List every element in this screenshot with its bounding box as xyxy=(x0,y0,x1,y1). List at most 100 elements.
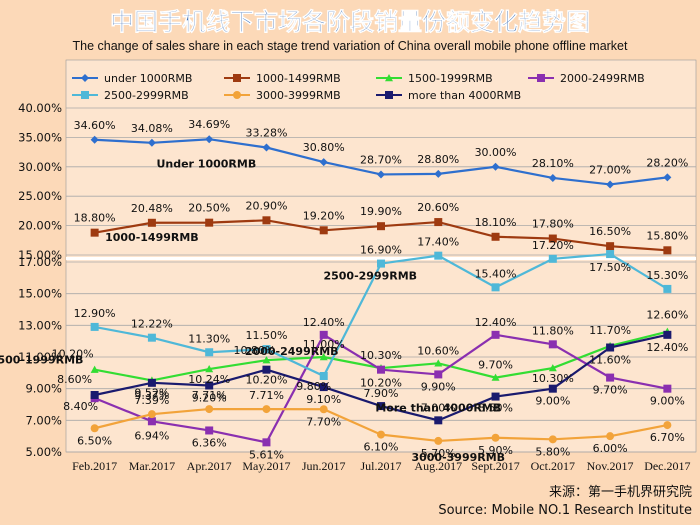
data-label: 18.80% xyxy=(74,212,116,225)
data-point xyxy=(377,170,385,179)
data-label: 10.20% xyxy=(245,374,287,387)
data-label: 16.50% xyxy=(589,225,631,238)
data-label: 10.20% xyxy=(360,377,402,390)
data-point xyxy=(606,373,615,382)
data-point xyxy=(548,384,557,393)
data-label: 9.20% xyxy=(192,392,227,405)
legend-marker xyxy=(81,91,89,99)
data-label: 12.40% xyxy=(646,341,688,354)
y-tick-label: 30.00% xyxy=(18,160,62,174)
data-label: 9.90% xyxy=(421,380,456,393)
data-point xyxy=(262,438,271,447)
data-point xyxy=(491,162,500,171)
data-label: 10.60% xyxy=(417,344,459,357)
data-point xyxy=(434,416,443,425)
data-label: 8.50% xyxy=(478,402,513,415)
data-point xyxy=(90,365,99,373)
data-point xyxy=(319,383,328,392)
data-point xyxy=(205,218,214,227)
data-label: 30.00% xyxy=(475,146,517,159)
data-label: 5.90% xyxy=(478,444,513,457)
data-label: 9.70% xyxy=(478,359,513,372)
data-point xyxy=(147,138,156,147)
axes: 15.00% 20.00% 25.00% 30.00% 35.00% 40.00% 5.00… xyxy=(18,101,690,473)
legend: under 1000RMB 1000-1499RMB 1500-1999RMB 200… xyxy=(72,72,645,102)
data-label: 34.60% xyxy=(74,119,116,132)
data-label: 11.00% xyxy=(303,338,345,351)
data-label: 28.80% xyxy=(417,153,459,166)
data-label: 34.08% xyxy=(131,122,173,135)
series-2500-2999rmb xyxy=(90,250,672,380)
legend-marker xyxy=(385,74,393,82)
data-point xyxy=(205,365,214,373)
data-point xyxy=(205,381,214,390)
series-name-label: 1000-1499RMB xyxy=(105,231,199,244)
series-name-label: More than 4000RMB xyxy=(375,401,501,414)
data-label: 17.20% xyxy=(532,239,574,252)
data-point xyxy=(319,353,328,361)
data-label: 6.70% xyxy=(650,431,685,444)
data-point xyxy=(491,392,500,401)
legend-item: 2500-2999RMB xyxy=(72,89,189,102)
series-name-label: 2500-2999RMB xyxy=(323,270,417,283)
chart-subtitle: The change of sales share in each stage … xyxy=(73,39,628,53)
y-tick-label: 40.00% xyxy=(18,101,62,115)
data-point xyxy=(262,216,271,225)
data-point xyxy=(319,330,328,339)
data-point xyxy=(606,250,615,259)
data-point xyxy=(319,158,328,167)
data-label: 9.00% xyxy=(650,395,685,408)
data-label: 6.94% xyxy=(134,429,169,442)
data-point xyxy=(548,234,557,243)
series-name-label: 2000-2499RMB xyxy=(245,345,339,358)
y-tick-label: 20.00% xyxy=(18,219,62,233)
data-point xyxy=(147,410,156,419)
data-label: 7.90% xyxy=(364,387,399,400)
data-point xyxy=(377,222,385,231)
data-point xyxy=(434,370,443,379)
x-tick-label: Jul.2017 xyxy=(360,459,401,473)
data-point xyxy=(377,430,385,439)
data-label: 16.90% xyxy=(360,244,402,257)
data-label: 17.40% xyxy=(417,236,459,249)
y-tick-label: 7.00% xyxy=(25,413,62,427)
series-1000-1499rmb xyxy=(90,216,672,255)
data-label: 17.50% xyxy=(589,261,631,274)
series-3000-3999rmb xyxy=(90,405,672,445)
data-point xyxy=(205,426,214,435)
data-label: 20.90% xyxy=(245,199,287,212)
data-label: 10.30% xyxy=(532,372,574,385)
data-point xyxy=(663,384,672,393)
series-lines xyxy=(90,135,672,447)
data-point xyxy=(147,333,156,342)
x-tick-label: Nov.2017 xyxy=(587,459,634,473)
data-point xyxy=(548,364,557,372)
data-point xyxy=(663,173,672,182)
data-point xyxy=(663,284,672,293)
data-point xyxy=(147,218,156,227)
data-point xyxy=(147,417,156,426)
data-point xyxy=(606,180,615,189)
data-label: 30.80% xyxy=(303,141,345,154)
data-point xyxy=(434,218,443,227)
data-label: 28.10% xyxy=(532,157,574,170)
data-label: 7.71% xyxy=(249,389,284,402)
data-label: 28.70% xyxy=(360,153,402,166)
x-tick-label: Oct.2017 xyxy=(531,459,575,473)
x-tick-label: May.2017 xyxy=(242,459,290,473)
series-name-label: 1500-1999RMB xyxy=(0,354,83,367)
data-label: 12.40% xyxy=(475,316,517,329)
data-label: 7.00% xyxy=(421,401,456,414)
data-label: 5.80% xyxy=(535,445,570,458)
data-label: 5.61% xyxy=(249,448,284,461)
data-point xyxy=(434,169,443,178)
legend-item: 3000-3999RMB xyxy=(224,89,341,102)
x-tick-label: Apr.2017 xyxy=(187,459,232,473)
legend-marker xyxy=(81,74,89,82)
data-label: 11.60% xyxy=(589,354,631,367)
legend-marker xyxy=(233,91,241,99)
data-label: 6.10% xyxy=(364,441,399,454)
data-label: 9.10% xyxy=(306,393,341,406)
series-name-label: 3000-3999RMB xyxy=(411,451,505,464)
